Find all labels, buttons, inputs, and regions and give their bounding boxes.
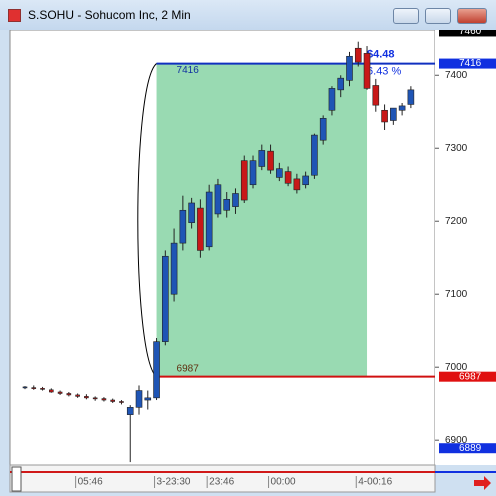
candle-body bbox=[153, 341, 160, 399]
range-box bbox=[156, 63, 368, 377]
y-tick-label: 6900 bbox=[445, 435, 468, 446]
candle-body bbox=[311, 134, 318, 176]
candle-body bbox=[22, 386, 28, 389]
y-tick-label: 7000 bbox=[445, 362, 468, 373]
candle-body bbox=[66, 393, 72, 396]
minimize-button[interactable] bbox=[393, 8, 419, 24]
price-marker bbox=[439, 30, 496, 37]
maximize-button[interactable] bbox=[425, 8, 451, 24]
candle-body bbox=[372, 85, 380, 106]
close-button[interactable] bbox=[457, 8, 487, 24]
range-bracket bbox=[137, 63, 157, 378]
x-tick-label: 23:46 bbox=[209, 477, 234, 488]
change-label: $4.48 bbox=[367, 48, 395, 60]
y-tick-label: 7400 bbox=[445, 70, 468, 81]
x-tick-label: 4-00:16 bbox=[358, 477, 392, 488]
scroll-thumb[interactable] bbox=[11, 466, 22, 492]
candle-body bbox=[337, 77, 345, 91]
window-title: S.SOHU - Sohucom Inc, 2 Min bbox=[28, 8, 191, 22]
price-marker bbox=[439, 58, 496, 69]
candle-body bbox=[197, 207, 204, 251]
candle-body bbox=[101, 398, 107, 401]
candle-body bbox=[205, 191, 213, 248]
candle-body bbox=[267, 150, 274, 171]
chart: 7416 6987 $4.48 6.43 % 6900 7000 7100 7200 7300 7… bbox=[9, 30, 496, 493]
price-marker bbox=[439, 443, 496, 454]
x-tick-label: 05:46 bbox=[78, 477, 103, 488]
price-marker-label: 6889 bbox=[459, 443, 482, 454]
y-tick-label: 7200 bbox=[445, 216, 468, 227]
y-tick-label: 7300 bbox=[445, 143, 468, 154]
candle-body bbox=[84, 396, 89, 399]
candle-body bbox=[57, 391, 63, 394]
candle-body bbox=[381, 109, 388, 123]
x-tick-label: 3-23:30 bbox=[157, 477, 191, 488]
candle-body bbox=[398, 105, 406, 111]
level-label: 7416 bbox=[177, 65, 200, 76]
candle-body bbox=[223, 199, 231, 211]
percent-label: 6.43 % bbox=[367, 65, 401, 77]
candle-body bbox=[390, 107, 397, 121]
candle-body bbox=[214, 184, 222, 215]
candle-body bbox=[92, 397, 98, 400]
candle-body bbox=[126, 407, 134, 415]
price-axis bbox=[435, 30, 496, 465]
x-tick-label: 00:00 bbox=[271, 477, 296, 488]
price-marker bbox=[439, 371, 496, 382]
candle-body bbox=[302, 175, 309, 186]
price-marker-label: 7416 bbox=[459, 58, 482, 69]
candle-body bbox=[240, 160, 248, 201]
candle-body bbox=[354, 47, 362, 63]
candle-body bbox=[276, 168, 283, 178]
candle-body bbox=[284, 171, 292, 184]
y-tick-label: 7100 bbox=[445, 289, 468, 300]
candle-body bbox=[346, 55, 353, 81]
candle-body bbox=[258, 150, 266, 167]
candle-body bbox=[110, 399, 115, 402]
candle-body bbox=[162, 255, 169, 342]
title-bar: S.SOHU - Sohucom Inc, 2 Min bbox=[0, 0, 496, 30]
level-label: 6987 bbox=[177, 363, 200, 374]
candle-body bbox=[31, 387, 37, 389]
candle-body bbox=[179, 209, 187, 244]
time-axis bbox=[9, 464, 436, 493]
candle-body bbox=[49, 389, 54, 393]
candle-body bbox=[40, 388, 45, 390]
price-marker-label: 6987 bbox=[459, 371, 482, 382]
candle-body bbox=[293, 178, 301, 191]
candle-body bbox=[135, 390, 143, 408]
price-marker-label: 7460 bbox=[459, 30, 482, 37]
app-icon bbox=[8, 9, 21, 22]
candle-body bbox=[407, 89, 415, 105]
candle-body bbox=[319, 118, 327, 141]
candle-body bbox=[144, 397, 152, 401]
candle-body bbox=[249, 160, 257, 186]
candle-body bbox=[232, 193, 239, 207]
candle-body bbox=[363, 53, 371, 89]
candle-body bbox=[328, 88, 336, 111]
scroll-arrow[interactable] bbox=[474, 476, 491, 490]
candle-body bbox=[188, 202, 195, 223]
candle-body bbox=[75, 394, 80, 397]
candle-body bbox=[119, 401, 124, 403]
candle-body bbox=[170, 242, 178, 295]
